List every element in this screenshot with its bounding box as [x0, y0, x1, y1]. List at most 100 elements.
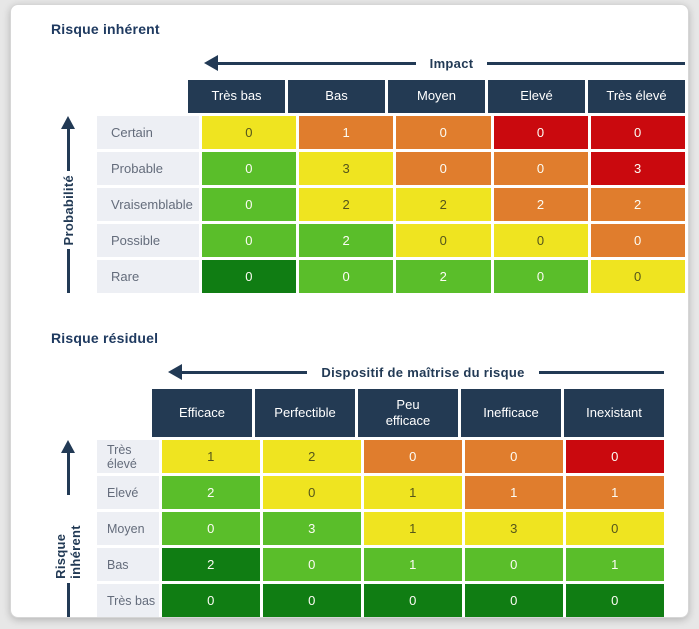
matrix-cell[interactable]: 0: [202, 260, 297, 293]
x-axis-label: Impact: [429, 55, 474, 71]
matrix-cell[interactable]: 0: [299, 260, 394, 293]
x-axis-label: Dispositif de maîtrise du risque: [321, 364, 525, 380]
matrix-cell[interactable]: 0: [263, 476, 361, 509]
table-row: Probable 0 3 0 0 3: [97, 152, 686, 185]
table-row: Vraisemblable 0 2 2 2 2: [97, 188, 686, 221]
table-row: Moyen 0 3 1 3 0: [97, 512, 664, 545]
matrix-table: Impact Très bas Bas Moyen Elevé Très élevé C…: [97, 51, 686, 293]
matrix-cell[interactable]: 0: [465, 548, 563, 581]
matrix-cell[interactable]: 3: [263, 512, 361, 545]
matrix-cell[interactable]: 0: [590, 116, 686, 149]
y-axis-probability: Probabilité: [39, 116, 97, 293]
column-header: Très bas: [188, 80, 285, 113]
table-row: Bas 2 0 1 0 1: [97, 548, 664, 581]
matrix-cell[interactable]: 0: [162, 584, 260, 617]
table-row: Elevé 2 0 1 1 1: [97, 476, 664, 509]
residual-risk-matrix: Risque résiduel Risque inhérent Disposit…: [39, 330, 688, 617]
matrix-cell[interactable]: 0: [493, 224, 588, 257]
row-label: Rare: [97, 260, 199, 293]
matrix-cell[interactable]: 0: [566, 512, 664, 545]
matrix-cell[interactable]: 0: [202, 116, 297, 149]
row-label: Certain: [97, 116, 199, 149]
matrix-cell[interactable]: 1: [465, 476, 563, 509]
matrix-cell[interactable]: 0: [364, 440, 462, 473]
row-label: Probable: [97, 152, 199, 185]
matrix-cell[interactable]: 2: [263, 440, 361, 473]
matrix-cell[interactable]: 1: [364, 512, 462, 545]
matrix-cell[interactable]: 0: [566, 440, 664, 473]
y-axis-label: Probabilité: [60, 175, 76, 246]
matrix-cell[interactable]: 0: [590, 260, 686, 293]
matrix-cell[interactable]: 0: [202, 224, 297, 257]
matrix-cell[interactable]: 1: [566, 548, 664, 581]
matrix-title: Risque inhérent: [51, 21, 160, 37]
row-label: Moyen: [97, 512, 159, 545]
column-headers: Très bas Bas Moyen Elevé Très élevé: [97, 80, 685, 113]
matrix-cell[interactable]: 2: [590, 188, 686, 221]
matrix-cell[interactable]: 2: [493, 188, 588, 221]
column-header: Peu efficace: [358, 389, 458, 437]
matrix-cell[interactable]: 0: [590, 224, 686, 257]
matrix-cell[interactable]: 2: [162, 548, 260, 581]
arrow-left-icon: [204, 55, 218, 71]
table-row: Très élevé 1 2 0 0 0: [97, 440, 664, 473]
matrix-cell[interactable]: 1: [364, 476, 462, 509]
matrix-cell[interactable]: 0: [364, 584, 462, 617]
matrix-cell[interactable]: 0: [162, 512, 260, 545]
matrix-cell[interactable]: 3: [299, 152, 394, 185]
x-axis-control-effectiveness: Dispositif de maîtrise du risque: [152, 360, 665, 384]
matrix-rows: Très élevé 1 2 0 0 0 Elevé 2 0 1 1 1 Moyen 0 3 1 3 0 Bas 2 0…: [97, 440, 664, 617]
table-row: Possible 0 2 0 0 0: [97, 224, 686, 257]
table-row: Très bas 0 0 0 0 0: [97, 584, 664, 617]
matrix-table: Dispositif de maîtrise du risque Efficac…: [97, 360, 665, 617]
matrix-rows: Certain 0 1 0 0 0 Probable 0 3 0 0 3 Vraisemblable 0 2…: [97, 116, 686, 293]
table-row: Rare 0 0 2 0 0: [97, 260, 686, 293]
matrix-cell[interactable]: 2: [299, 224, 394, 257]
inherent-risk-matrix: Risque inhérent Probabilité Impact Très …: [39, 21, 688, 293]
matrix-cell[interactable]: 0: [493, 152, 588, 185]
y-axis-tail-line: [66, 582, 70, 617]
matrix-cell[interactable]: 0: [566, 584, 664, 617]
y-axis-inherent-risk: Risque inhérent: [39, 440, 97, 617]
matrix-cell[interactable]: 0: [202, 152, 297, 185]
arrow-up-icon: [61, 116, 75, 171]
matrix-cell[interactable]: 1: [566, 476, 664, 509]
matrix-cell[interactable]: 2: [396, 260, 491, 293]
row-label: Elevé: [97, 476, 159, 509]
column-header: Inexistant: [564, 389, 664, 437]
matrix-cell[interactable]: 0: [396, 116, 491, 149]
risk-matrices-card: Risque inhérent Probabilité Impact Très …: [10, 4, 689, 618]
matrix-cell[interactable]: 2: [299, 188, 394, 221]
matrix-cell[interactable]: 2: [396, 188, 491, 221]
column-header: Bas: [288, 80, 385, 113]
matrix-cell[interactable]: 1: [299, 116, 394, 149]
matrix-cell[interactable]: 1: [364, 548, 462, 581]
header-row-spacer: [97, 80, 185, 113]
y-axis-label: Risque inhérent: [53, 525, 83, 579]
matrix-cell[interactable]: 0: [493, 116, 588, 149]
column-header: Perfectible: [255, 389, 355, 437]
matrix-cell[interactable]: 0: [396, 152, 491, 185]
matrix-cell[interactable]: 0: [396, 224, 491, 257]
matrix-cell[interactable]: 0: [263, 548, 361, 581]
arrow-left-icon: [168, 364, 182, 380]
table-row: Certain 0 1 0 0 0: [97, 116, 686, 149]
matrix-title: Risque résiduel: [51, 330, 159, 346]
matrix-cell[interactable]: 3: [465, 512, 563, 545]
matrix-cell[interactable]: 0: [465, 440, 563, 473]
matrix-cell[interactable]: 0: [263, 584, 361, 617]
matrix-cell[interactable]: 1: [162, 440, 260, 473]
matrix-cell[interactable]: 2: [162, 476, 260, 509]
matrix-cell[interactable]: 3: [590, 152, 686, 185]
row-label: Bas: [97, 548, 159, 581]
row-label: Très élevé: [97, 440, 159, 473]
matrix-cell[interactable]: 0: [493, 260, 588, 293]
row-label: Vraisemblable: [97, 188, 199, 221]
matrix-cell[interactable]: 0: [202, 188, 297, 221]
column-header: Inefficace: [461, 389, 561, 437]
column-header: Efficace: [152, 389, 252, 437]
header-row-spacer: [97, 389, 149, 437]
matrix-cell[interactable]: 0: [465, 584, 563, 617]
row-label: Possible: [97, 224, 199, 257]
column-header: Elevé: [488, 80, 585, 113]
